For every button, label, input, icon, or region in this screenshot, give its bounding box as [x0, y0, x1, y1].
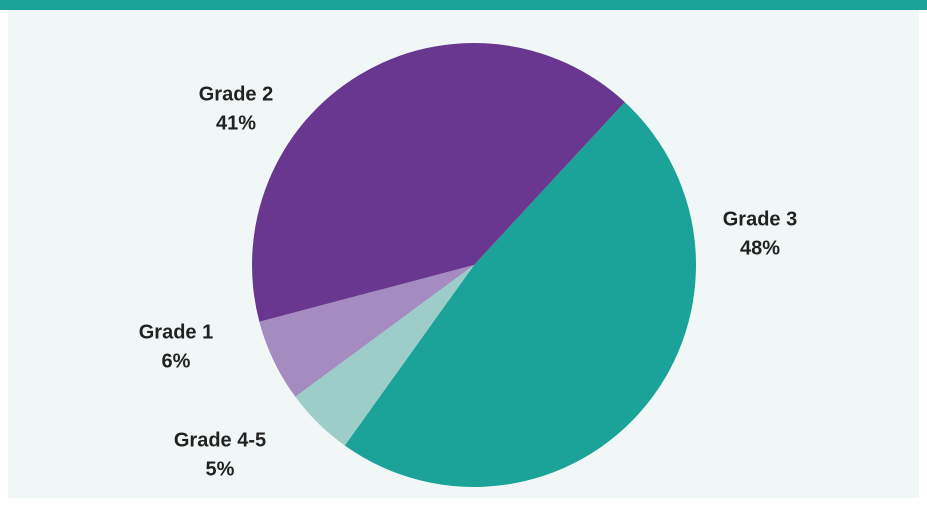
- pie-slice: [259, 265, 474, 397]
- slice-value-label: 41%: [216, 112, 256, 134]
- slice-value-label: 6%: [162, 350, 191, 372]
- slice-label: Grade 4-5: [174, 429, 266, 451]
- pie-slice: [344, 102, 697, 488]
- pie-slice: [295, 265, 474, 446]
- slice-label: Grade 3: [723, 208, 797, 230]
- slice-value-label: 48%: [740, 237, 780, 259]
- pie-slice: [251, 42, 625, 322]
- slice-label: Grade 1: [139, 321, 213, 343]
- header-bar: [0, 0, 927, 10]
- slice-value-label: 5%: [206, 458, 235, 480]
- slice-label: Grade 2: [199, 83, 273, 105]
